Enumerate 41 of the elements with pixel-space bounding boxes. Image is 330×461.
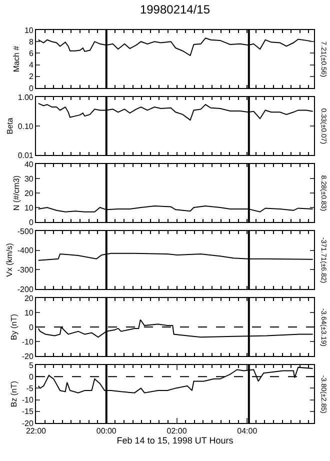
y-tick-label: -300 xyxy=(17,265,34,274)
y-tick-label: 10 xyxy=(24,26,34,35)
y-tick-label: 10 xyxy=(24,308,34,318)
x-tick-label: 02:00 xyxy=(166,426,188,436)
y-tick-label: -20 xyxy=(22,352,34,361)
x-tick-label: 04:00 xyxy=(237,426,258,436)
y-tick-label: 20 xyxy=(24,188,34,198)
y-tick-label: 0 xyxy=(28,372,34,382)
y-tick-label: 8 xyxy=(28,37,34,46)
y-tick-label: -200 xyxy=(17,284,34,294)
y-tick-label: -20 xyxy=(22,418,34,428)
x-tick-label: 00:00 xyxy=(96,426,117,436)
y-axis-title: N (#/cm3) xyxy=(12,175,22,211)
y-axis-title: Mach # xyxy=(12,45,22,72)
y-tick-label: 10 xyxy=(24,203,34,212)
y-tick-label: 6 xyxy=(28,49,34,58)
y-tick-label: 0 xyxy=(28,218,34,227)
y-tick-label: 2 xyxy=(28,72,34,82)
y-tick-label: -500 xyxy=(17,226,34,236)
y-axis-title: Vx (km/s) xyxy=(5,242,14,277)
y-axis-title: By (nT) xyxy=(10,314,19,340)
y-tick-label: 0 xyxy=(28,322,34,332)
x-axis-title: Feb 14 to 15, 1998 UT Hours xyxy=(116,436,234,446)
y-axis-title: Bz (nT) xyxy=(10,380,19,408)
y-tick-label: 20 xyxy=(24,294,34,303)
y-tick-label: 0.10 xyxy=(18,122,34,131)
x-tick-label: 22:00 xyxy=(26,426,47,436)
y-tick-label: 0 xyxy=(28,84,34,93)
y-tick-label: -10 xyxy=(22,337,34,346)
y-tick-label: 30 xyxy=(24,174,34,184)
y-tick-label: 5 xyxy=(28,360,34,370)
y-tick-label: -15 xyxy=(22,407,34,416)
y-tick-label: -400 xyxy=(17,246,34,256)
y-tick-label: 4 xyxy=(28,60,34,70)
y-axis-title: Beta xyxy=(6,117,15,134)
y-tick-label: -10 xyxy=(22,396,34,405)
y-tick-label: 0.01 xyxy=(18,150,34,160)
y-tick-label: 40 xyxy=(24,160,34,169)
y-tick-label: -5 xyxy=(26,384,34,393)
chart-title: 19980214/15 xyxy=(140,2,210,16)
y-tick-label: 1.00 xyxy=(18,92,34,102)
